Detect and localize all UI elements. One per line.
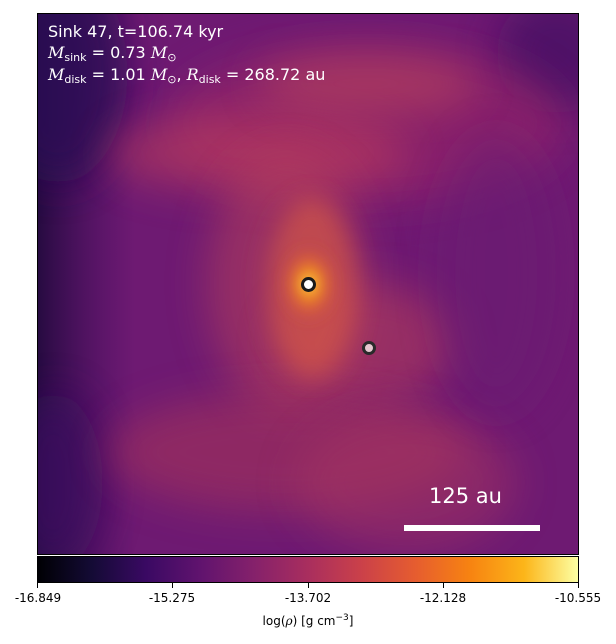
colorbar-tick-label: -16.849 — [14, 591, 62, 605]
colorbar-label: log(ρ) [g cm−3] — [263, 613, 354, 628]
colorbar-label-end: ] — [348, 614, 354, 628]
colorbar-tick-label: -12.128 — [419, 591, 467, 605]
disk-radius-value: 268.72 — [244, 65, 301, 84]
colorbar-tick-label: -13.702 — [284, 591, 332, 605]
scale-bar-label: 125 au — [429, 484, 502, 508]
secondary-sink-marker — [362, 341, 376, 355]
colorbar-tick — [172, 583, 173, 588]
density-map-panel: Sink 47, t=106.74 kyr Msink = 0.73 M⊙ Md… — [37, 13, 579, 555]
colorbar-tick-label: -15.275 — [148, 591, 196, 605]
colorbar-label-rho: ρ — [285, 614, 293, 628]
colorbar-label-unit: ) [g cm — [292, 614, 336, 628]
colorbar-tick-label: -10.555 — [554, 591, 602, 605]
primary-sink-marker — [301, 277, 316, 292]
disk-mass-value: 1.01 — [110, 65, 146, 84]
au-unit: au — [305, 65, 326, 84]
colorbar-tick — [37, 583, 38, 588]
colorbar-label-prefix: log( — [262, 614, 286, 628]
colorbar — [37, 556, 579, 583]
sink-title: Sink 47, t=106.74 kyr — [48, 22, 224, 41]
disk-line: Mdisk = 1.01 M⊙, Rdisk = 268.72 au — [48, 65, 326, 86]
sink-mass-value: 0.73 — [110, 43, 146, 62]
colorbar-tick — [443, 583, 444, 588]
colorbar-label-exponent: −3 — [335, 613, 349, 623]
msun-symbol-2: ⊙ — [167, 73, 177, 86]
scale-bar — [404, 525, 540, 531]
sink-mass-line: Msink = 0.73 M⊙ — [48, 43, 177, 64]
msun-symbol: ⊙ — [167, 51, 177, 64]
colorbar-tick — [578, 583, 579, 588]
colorbar-tick — [308, 583, 309, 588]
